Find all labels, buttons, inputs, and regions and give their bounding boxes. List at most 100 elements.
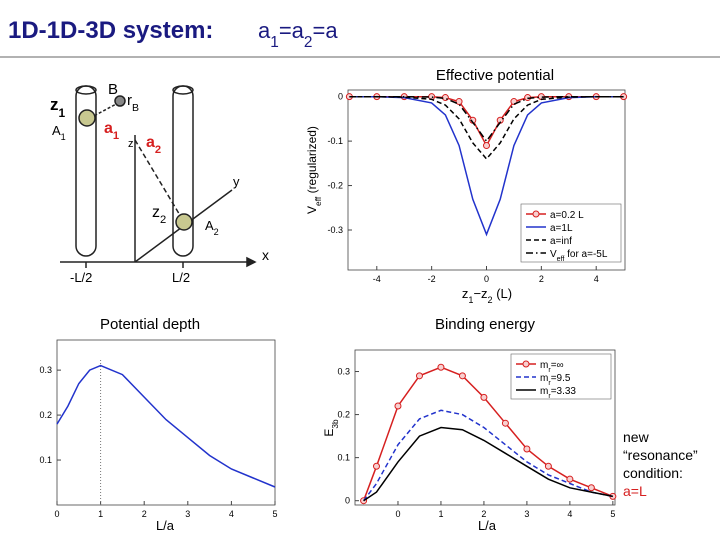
- subscript: 1: [270, 34, 279, 51]
- marker: [458, 372, 466, 380]
- subscript: r: [548, 380, 551, 387]
- text-part: A: [205, 218, 214, 233]
- wire-2-top: [172, 85, 194, 95]
- subscript: eff: [557, 256, 565, 263]
- text-part: =∞: [551, 360, 564, 371]
- slide-title: 1D-1D-3D system:: [8, 17, 213, 44]
- subscript: 1: [113, 130, 119, 142]
- subscript: 2: [304, 34, 313, 51]
- text-part: z: [152, 204, 160, 221]
- text-part: V: [305, 206, 319, 214]
- atom-a1: [78, 109, 96, 127]
- legend-label: a=0.2 L: [550, 210, 584, 221]
- y-axis-label: E3b: [322, 419, 340, 437]
- marker: [480, 393, 488, 401]
- text-part: y: [233, 174, 240, 189]
- legend-label: mr=∞: [540, 360, 564, 374]
- y-tick-label: -0.3: [327, 225, 343, 235]
- text-part: a=1L: [550, 223, 573, 234]
- subscript: r: [548, 393, 551, 400]
- x-tick-label: 2: [539, 274, 544, 284]
- subscript: 2: [160, 214, 166, 226]
- text-part: m: [540, 386, 548, 397]
- chart-title: Potential depth: [100, 316, 200, 333]
- diagram-label: y: [233, 174, 240, 189]
- text-part: L/a: [478, 518, 497, 533]
- text-part: a=inf: [550, 236, 572, 247]
- y-tick-label: 0.3: [337, 367, 350, 377]
- legend-marker: [522, 360, 530, 368]
- x-tick-label: 3: [524, 509, 529, 519]
- text-part: r: [127, 92, 132, 109]
- series-line: [349, 95, 624, 161]
- marker: [566, 475, 574, 483]
- subscript: 2: [488, 295, 493, 305]
- legend-label: a=inf: [550, 236, 572, 247]
- x-tick-label: 2: [142, 509, 147, 519]
- atom-b: [114, 95, 126, 107]
- y-tick-label: 0.3: [39, 365, 52, 375]
- subscript: 2: [155, 144, 161, 156]
- text-part: z: [462, 286, 469, 301]
- legend-label: mr=9.5: [540, 373, 571, 387]
- x-tick-label: 0: [484, 274, 489, 284]
- series-line: [363, 409, 614, 502]
- wire-1-top: [75, 85, 97, 95]
- marker: [483, 142, 490, 150]
- diagram-label: z1: [50, 95, 66, 120]
- x-tick-label: 5: [272, 509, 277, 519]
- diagram-label: A1: [52, 123, 66, 142]
- text-part: =a: [279, 18, 305, 43]
- text-part: A: [52, 123, 61, 138]
- series-line: [349, 95, 624, 143]
- legend-marker: [532, 210, 540, 218]
- marker: [587, 484, 595, 492]
- subscript: r: [548, 367, 551, 374]
- marker: [372, 462, 380, 470]
- text-part: a: [104, 120, 113, 137]
- text-part: =3.33: [551, 386, 577, 397]
- diagram: [60, 85, 257, 268]
- marker: [455, 98, 463, 106]
- legend-label: a=1L: [550, 223, 573, 234]
- series-line: [56, 364, 276, 488]
- y-tick-label: 0: [345, 496, 350, 506]
- subscript: 1: [61, 132, 66, 142]
- text-part: (L): [493, 286, 513, 301]
- y-tick-label: 0: [338, 92, 343, 102]
- x-tick-label: -4: [373, 274, 381, 284]
- marker: [415, 372, 423, 380]
- text-part: z: [128, 138, 134, 150]
- series-line: [363, 426, 614, 502]
- text-part: m: [540, 373, 548, 384]
- text-part: L/a: [156, 518, 175, 533]
- text-part: B: [108, 81, 118, 98]
- text-part: V: [550, 249, 557, 260]
- marker: [501, 419, 509, 427]
- slide-formula: a1=a2=a: [258, 18, 338, 51]
- x-tick-label: 0: [395, 509, 400, 519]
- chart-title: Effective potential: [436, 67, 554, 84]
- subscript: eff: [313, 196, 323, 206]
- diagram-label: a2: [146, 134, 161, 156]
- text-part: L/2: [172, 270, 190, 285]
- x-tick-label: 0: [54, 509, 59, 519]
- chart-title: Binding energy: [435, 316, 536, 333]
- text-part: E: [322, 429, 336, 437]
- x-axis-label: L/a: [156, 518, 175, 533]
- diagram-label: -L/2: [70, 270, 92, 285]
- diagram-label: B: [108, 81, 118, 98]
- diagram-label: z: [128, 138, 134, 150]
- y-tick-label: -0.1: [327, 136, 343, 146]
- marker: [437, 363, 445, 371]
- text-part: a: [146, 134, 155, 151]
- x-tick-label: 2: [481, 509, 486, 519]
- y-tick-label: 0.1: [337, 453, 350, 463]
- atom-a2: [175, 213, 193, 231]
- diagram-label: z2: [152, 204, 166, 226]
- legend-label: mr=3.33: [540, 386, 576, 400]
- plot-frame: [56, 339, 276, 506]
- y-axis-label: Veff (regularized): [305, 126, 323, 214]
- x-tick-label: 3: [185, 509, 190, 519]
